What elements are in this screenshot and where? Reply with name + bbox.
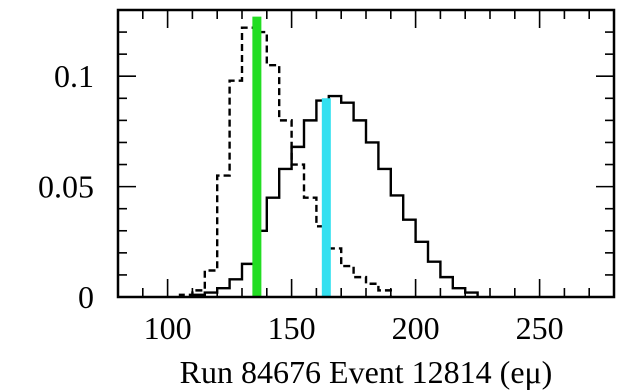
marker-layer — [252, 16, 331, 297]
histogram-layer — [178, 26, 479, 297]
plot-frame — [116, 8, 616, 299]
histogram-series-2 — [191, 94, 479, 297]
x-tick-label: 150 — [268, 310, 316, 346]
x-axis-label: Run 84676 Event 12814 (eμ) — [180, 354, 553, 390]
histogram-series-1 — [178, 26, 392, 297]
y-tick-label: 0 — [78, 279, 94, 315]
tick-label-layer: 100 150 200 250 0 0.05 0.1 — [38, 58, 564, 346]
x-tick-label: 100 — [144, 310, 192, 346]
x-tick-label: 250 — [516, 310, 564, 346]
x-tick-label: 200 — [392, 310, 440, 346]
y-tick-label: 0.1 — [54, 58, 94, 94]
y-tick-label: 0.05 — [38, 169, 94, 205]
tick-layer — [117, 9, 615, 298]
